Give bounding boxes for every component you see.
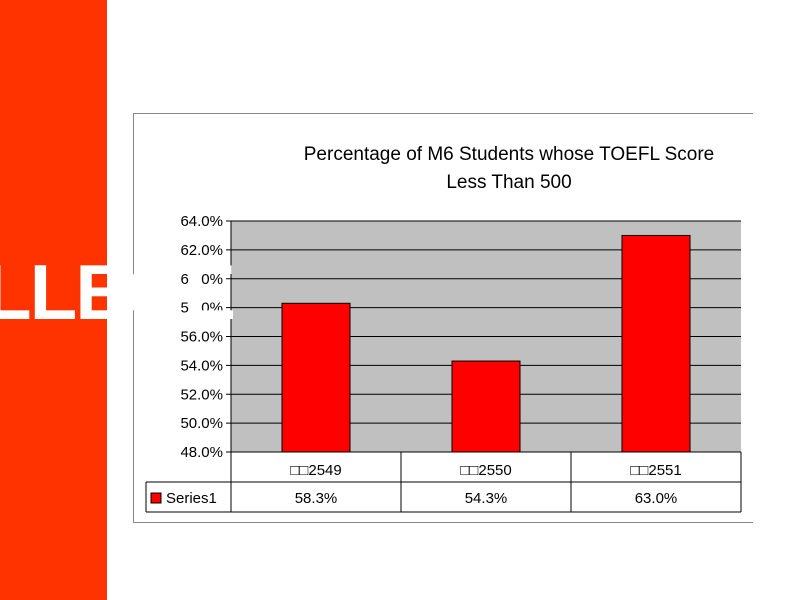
chart-title-line-1: Percentage of M6 Students whose TOEFL Sc… [304, 144, 715, 165]
bar [621, 234, 691, 453]
chart-frame: Percentage of M6 Students whose TOEFL Sc… [133, 113, 753, 523]
college-overlay-text: LLEGE [0, 248, 236, 336]
category-label: □□2550 [460, 462, 512, 479]
y-tick-label: 56.0% [180, 329, 223, 346]
red-sidebar [0, 0, 107, 600]
bar [451, 360, 521, 453]
y-tick-label: 60.0% [180, 271, 223, 288]
y-tick-label: 64.0% [180, 213, 223, 230]
y-tick-label: 54.0% [180, 357, 223, 374]
y-tick-label: 48.0% [180, 444, 223, 461]
data-label: 58.3% [295, 490, 338, 507]
y-tick-label: 62.0% [180, 242, 223, 259]
category-label: □□2549 [290, 462, 342, 479]
data-label: 54.3% [465, 490, 508, 507]
bar [281, 302, 351, 453]
bar-chart: Percentage of M6 Students whose TOEFL Sc… [145, 144, 742, 513]
chart-title-line-2: Less Than 500 [446, 172, 571, 193]
y-tick-label: 52.0% [180, 386, 223, 403]
series-name: Series1 [166, 490, 217, 507]
plot-area: 48.0% 50.0% 52.0% 54.0% 56.0% 58.0% 60.0% 62.0%… [180, 213, 741, 461]
y-tick-label: 58.0% [180, 300, 223, 317]
legend-key [150, 492, 162, 504]
y-tick-label: 50.0% [180, 415, 223, 432]
category-label: □□2551 [630, 462, 682, 479]
data-table: □□2549 □□2550 □□2551 Series1 58.3% 54.3% 63.0% [145, 452, 742, 513]
data-label: 63.0% [635, 490, 678, 507]
